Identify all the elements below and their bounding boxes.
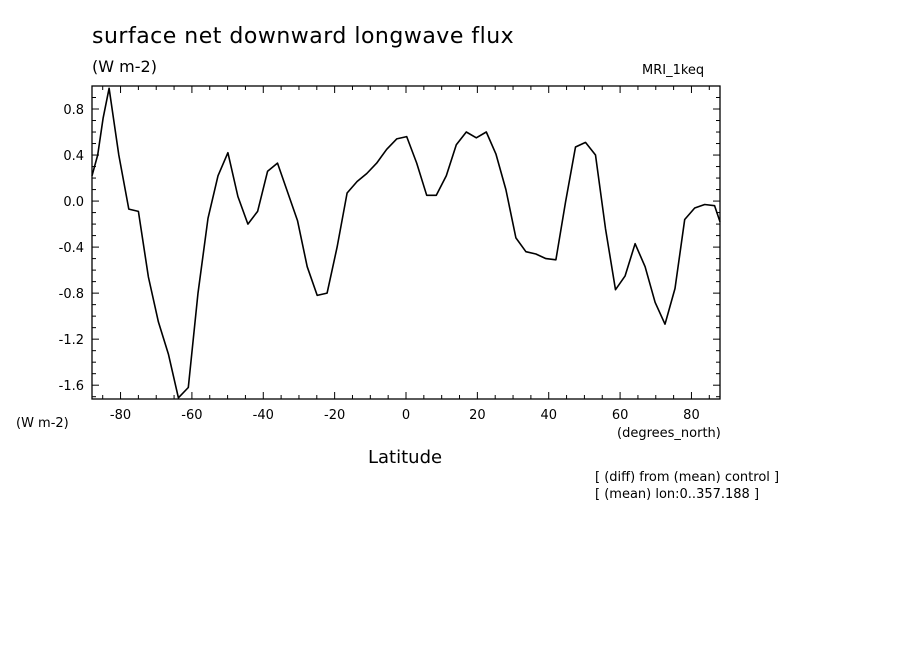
x-axis-label: Latitude xyxy=(368,447,443,468)
x-tick-label: -20 xyxy=(324,408,345,423)
x-tick-label: -60 xyxy=(181,408,202,423)
y-tick-label: 0.0 xyxy=(63,195,84,210)
x-tick-label: 40 xyxy=(540,408,557,423)
y-tick-label: 0.4 xyxy=(63,149,84,164)
tick-marks xyxy=(92,85,720,399)
y-tick-label: -1.6 xyxy=(59,379,84,394)
plot-frame xyxy=(91,85,721,400)
y-tick-label: -1.2 xyxy=(59,333,84,348)
mean-note: [ (mean) lon:0..357.188 ] xyxy=(595,487,760,502)
x-tick-label: 80 xyxy=(683,408,700,423)
chart-title: surface net downward longwave flux xyxy=(92,24,515,49)
y-axis-unit: (W m-2) xyxy=(16,416,69,431)
series-line xyxy=(91,87,721,399)
chart-units: (W m-2) xyxy=(92,57,157,76)
y-tick-label: -0.8 xyxy=(59,287,84,302)
model-label: MRI_1keq xyxy=(642,63,705,78)
series-layer xyxy=(91,87,721,399)
diff-note: [ (diff) from (mean) control ] xyxy=(595,470,780,485)
x-axis-unit: (degrees_north) xyxy=(617,426,721,441)
y-tick-label: -0.4 xyxy=(59,241,84,256)
x-tick-label: 0 xyxy=(402,408,410,423)
x-tick-label: -40 xyxy=(253,408,274,423)
x-tick-label: 60 xyxy=(612,408,629,423)
x-tick-label: -80 xyxy=(110,408,131,423)
x-tick-label: 20 xyxy=(469,408,486,423)
y-tick-label: 0.8 xyxy=(63,103,84,118)
tick-labels: -80 -60 -40 -20 0 20 40 60 80 0.8 0.4 0.0 -0.4 -0.8 -1… xyxy=(59,103,700,423)
